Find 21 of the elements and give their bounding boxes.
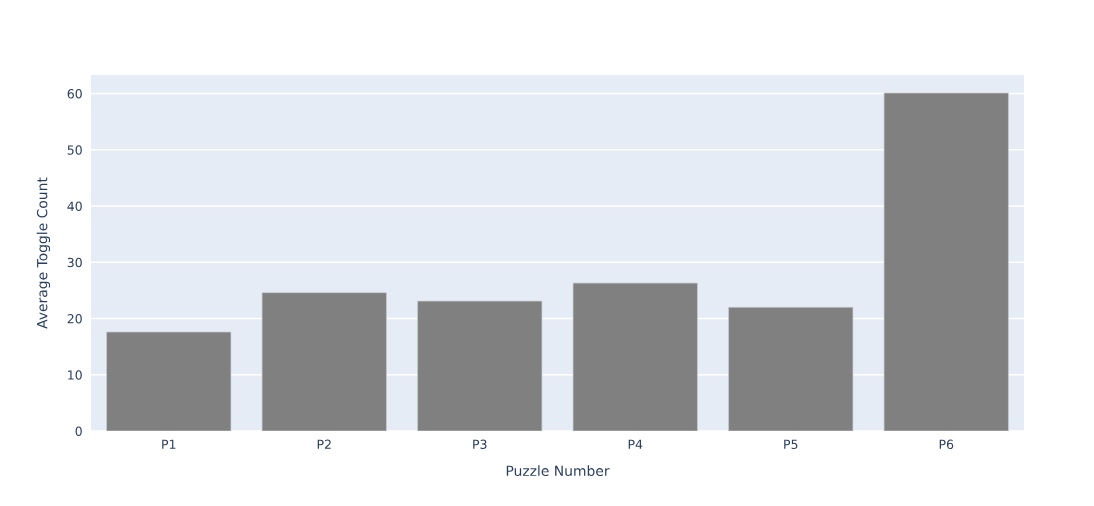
y-tick-label: 10 [68,370,82,380]
x-tick-label: P1 [162,439,176,449]
y-tick-label: 40 [67,201,82,211]
bar [106,331,232,431]
bar [417,300,543,431]
y-tick-label: 30 [67,257,82,268]
x-tick-label: P6 [939,439,954,450]
bar [572,282,698,431]
bar [728,306,854,431]
y-tick-label: 0 [75,426,82,436]
x-tick-label: P5 [784,439,798,450]
y-tick-label: 60 [67,89,82,99]
y-tick-label: 20 [67,313,82,324]
y-axis-title: Average Toggle Count [36,177,51,329]
bar [261,292,387,431]
x-tick-label: P4 [628,439,643,449]
x-axis-title: Puzzle Number [506,465,610,477]
x-tick-label: P2 [317,439,331,449]
bar [883,92,1009,431]
y-tick-label: 50 [67,145,82,155]
x-tick-label: P3 [473,439,487,450]
